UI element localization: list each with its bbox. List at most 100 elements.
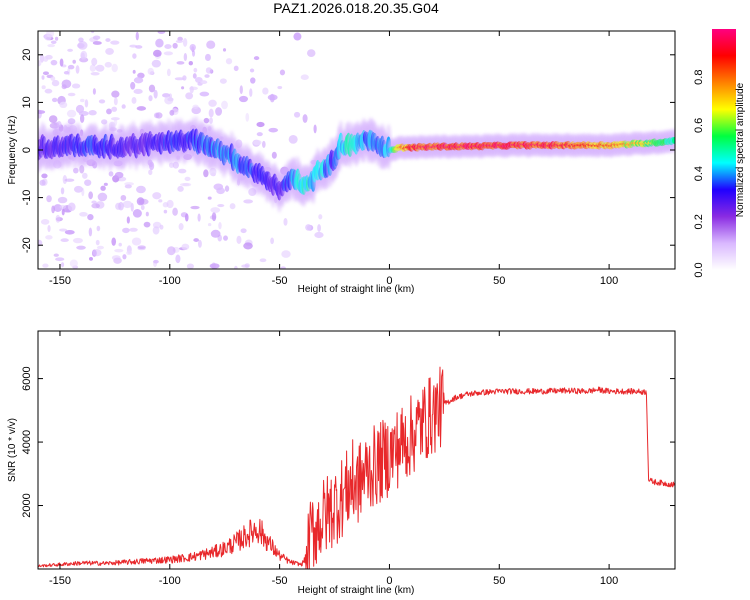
heatmap-noise-cell — [223, 235, 228, 241]
heatmap-noise-cell — [217, 204, 225, 208]
heatmap-noise-cell — [147, 67, 154, 75]
heatmap-noise-cell — [293, 32, 302, 41]
heatmap-noise-cell — [152, 192, 162, 200]
snr-frame — [37, 330, 676, 570]
heatmap-noise-cell — [153, 259, 159, 264]
heatmap-noise-cell — [184, 213, 189, 222]
heatmap-noise-cell — [41, 173, 48, 179]
heatmap-noise-cell — [280, 266, 286, 269]
heatmap-noise-cell — [229, 203, 236, 210]
x-tick-label: -100 — [159, 275, 181, 287]
heatmap-noise-cell — [84, 179, 92, 186]
heatmap-noise-cell — [78, 37, 84, 43]
heatmap-noise-cell — [106, 108, 112, 115]
heatmap-noise-cell — [216, 187, 226, 195]
heatmap-noise-cell — [250, 77, 256, 84]
heatmap-noise-cell — [50, 76, 56, 81]
y-tick-label: 0 — [21, 147, 33, 153]
heatmap-noise-cell — [176, 61, 185, 65]
heatmap-noise-cell — [182, 182, 192, 187]
heatmap-noise-cell — [234, 265, 238, 269]
heatmap-noise-cell — [79, 211, 88, 217]
heatmap-noise-cell — [151, 59, 161, 68]
heatmap-noise-cell — [314, 231, 324, 239]
heatmap-noise-cell — [114, 248, 124, 253]
heatmap-noise-cell — [57, 196, 68, 204]
heatmap-noise-cell — [122, 254, 127, 260]
heatmap-noise-cell — [222, 48, 227, 52]
heatmap-noise-cell — [92, 41, 102, 45]
heatmap-noise-cell — [166, 68, 171, 77]
heatmap-noise-cell — [207, 222, 212, 227]
heatmap-noise-cell — [252, 139, 262, 146]
heatmap-noise-cell — [209, 117, 213, 124]
heatmap-noise-cell — [244, 263, 250, 268]
heatmap-noise-cell — [46, 195, 52, 203]
heatmap-noise-cell — [87, 213, 94, 221]
heatmap-noise-cell — [80, 98, 85, 103]
colorbar-tick-label: 0.6 — [693, 118, 705, 133]
heatmap-noise-cell — [41, 85, 46, 90]
heatmap-noise-cell — [64, 229, 75, 235]
heatmap-noise-cell — [193, 238, 199, 242]
spectrogram-x-ticks: -150 -100 -50 0 50 100 — [49, 31, 618, 287]
heatmap-noise-cell — [172, 161, 179, 169]
heatmap-noise-cell — [181, 86, 185, 90]
heatmap-noise-cell — [59, 228, 68, 232]
heatmap-noise-cell — [225, 58, 233, 65]
heatmap-noise-cell — [51, 79, 60, 87]
y-tick-label: 10 — [21, 96, 33, 108]
snr-panel: -150 -100 -50 0 50 100 2000 4000 6000 Height of… — [7, 330, 676, 596]
heatmap-noise-cell — [288, 134, 298, 144]
spectrogram-x-axis-label: Height of straight line (km) — [298, 284, 415, 295]
heatmap-noise-cell — [44, 88, 53, 94]
heatmap-noise-cell — [192, 73, 197, 79]
heatmap-noise-cell — [177, 185, 184, 192]
heatmap-noise-cell — [192, 104, 199, 109]
y-tick-label: -20 — [21, 237, 33, 253]
heatmap-noise-cell — [197, 239, 202, 248]
heatmap-noise-cell — [54, 36, 59, 41]
heatmap-noise-cell — [135, 45, 143, 49]
heatmap-noise-cell — [153, 89, 158, 99]
heatmap-noise-cell — [137, 72, 145, 79]
heatmap-noise-cell — [305, 224, 312, 231]
colorbar-tick-label: 0.4 — [693, 166, 705, 181]
y-tick-label: 20 — [21, 49, 33, 61]
heatmap-noise-cell — [60, 238, 69, 243]
heatmap-noise-cell — [158, 199, 163, 203]
heatmap-noise-cell — [89, 257, 93, 261]
heatmap-noise-cell — [133, 88, 143, 94]
heatmap-noise-cell — [98, 99, 106, 104]
heatmap-noise-cell — [67, 202, 76, 212]
spectrogram-heat-layer — [38, 31, 675, 269]
heatmap-noise-cell — [143, 221, 151, 228]
heatmap-noise-cell — [38, 60, 42, 67]
x-tick-label: 0 — [386, 575, 392, 587]
heatmap-noise-cell — [207, 196, 212, 200]
heatmap-noise-cell — [96, 225, 101, 232]
spectrogram-y-ticks: -20 -10 0 10 20 — [21, 49, 675, 253]
heatmap-noise-cell — [97, 192, 108, 202]
heatmap-noise-cell — [118, 202, 124, 211]
heatmap-noise-cell — [100, 185, 106, 191]
heatmap-noise-cell — [47, 225, 51, 233]
heatmap-noise-cell — [72, 237, 83, 244]
heatmap-noise-cell — [240, 228, 247, 234]
heatmap-noise-cell — [113, 97, 118, 106]
heatmap-noise-cell — [172, 42, 178, 49]
heatmap-noise-cell — [211, 212, 217, 222]
heatmap-noise-cell — [135, 31, 139, 41]
heatmap-noise-cell — [209, 263, 220, 269]
heatmap-noise-cell — [53, 253, 59, 257]
figure-title: PAZ1.2026.018.20.35.G04 — [273, 0, 439, 16]
colorbar-ticks: 0.0 0.2 0.4 0.6 0.8 — [693, 70, 705, 278]
heatmap-noise-cell — [245, 112, 250, 122]
heatmap-noise-cell — [111, 63, 118, 73]
heatmap-noise-cell — [300, 74, 309, 80]
heatmap-noise-cell — [243, 242, 253, 250]
colorbar-tick-label: 0.0 — [693, 262, 705, 277]
heatmap-noise-cell — [169, 109, 175, 116]
heatmap-noise-cell — [50, 40, 57, 44]
